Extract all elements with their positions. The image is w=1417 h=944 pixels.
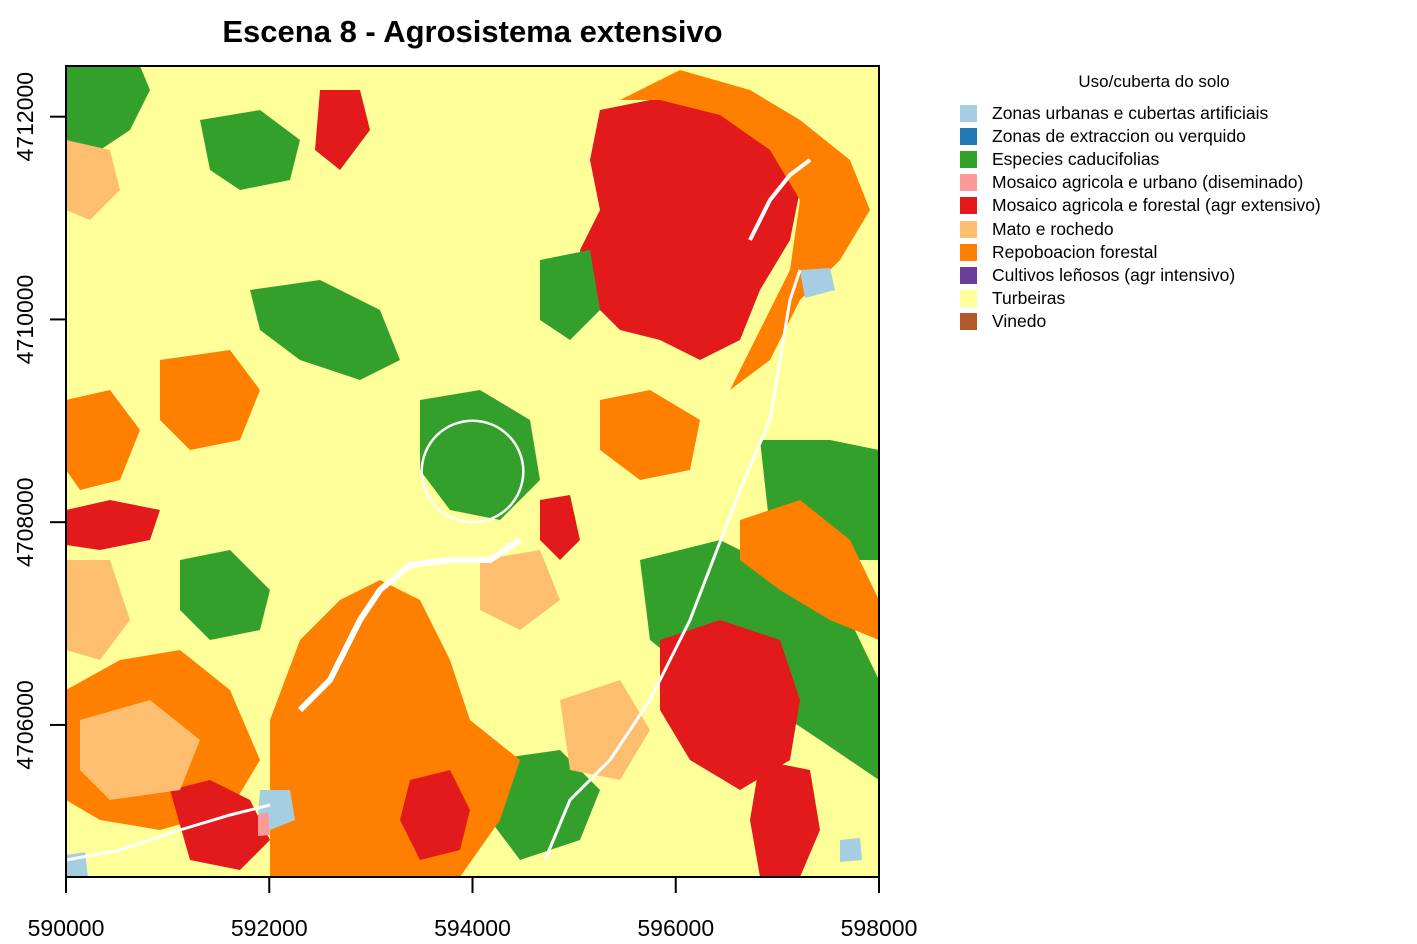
map-title: Escena 8 - Agrosistema extensivo: [222, 14, 723, 49]
legend-label: Zonas de extraccion ou verquido: [992, 125, 1246, 146]
patch-orange-se: [740, 500, 879, 640]
legend-item: Turbeiras: [960, 288, 1066, 309]
legend-label: Mosaico agricola e forestal (agr extensi…: [992, 195, 1321, 216]
legend-item: Repoboacion forestal: [960, 242, 1157, 262]
patch-tan-mid: [480, 550, 560, 630]
y-axis: 4706000 4708000 4710000 4712000: [12, 72, 67, 770]
study-area-circle: [420, 419, 525, 524]
x-axis: 590000 592000 594000 596000 598000: [28, 876, 918, 941]
legend-label: Mosaico agricola e urbano (diseminado): [992, 172, 1304, 193]
legend-swatch: [960, 266, 977, 284]
patch-green-center: [420, 390, 540, 520]
x-tick-label: 598000: [841, 915, 918, 941]
patch-green-n: [200, 110, 300, 190]
patch-red-sw: [170, 780, 270, 870]
patch-red-se2: [750, 760, 820, 877]
road-line-3: [748, 158, 812, 241]
patch-red-ne: [580, 98, 800, 360]
patch-pink-1: [258, 812, 270, 836]
x-tick-label: 596000: [637, 915, 714, 941]
legend-label: Repoboacion forestal: [992, 241, 1158, 262]
legend-swatch: [960, 220, 977, 238]
legend-item: Mosaico agricola e urbano (diseminado): [960, 172, 1304, 193]
x-tick-label: 592000: [231, 915, 308, 941]
patch-green-nw: [66, 66, 150, 150]
patch-orange-east-mid: [600, 390, 700, 480]
y-tick-label: 4712000: [12, 72, 38, 162]
road-line-4: [66, 803, 271, 862]
patch-orange-west: [66, 390, 140, 490]
patch-red-center: [540, 495, 580, 560]
patch-green-mid: [250, 280, 400, 380]
patch-green-west: [180, 550, 270, 640]
legend-swatch: [960, 127, 977, 145]
legend-label: Turbeiras: [992, 288, 1066, 309]
legend-item: Vinedo: [960, 311, 1047, 332]
legend-item: Zonas urbanas e cubertas artificiais: [960, 103, 1268, 123]
patch-orange-ne: [620, 70, 870, 390]
legend-swatch: [960, 174, 977, 192]
legend-label: Mato e rochedo: [992, 218, 1114, 239]
road-line: [297, 537, 522, 713]
patch-red-north: [315, 90, 370, 170]
legend-swatch: [960, 197, 977, 215]
patch-tan-west: [66, 140, 120, 220]
legend-label: Vinedo: [992, 311, 1047, 332]
legend-item: Zonas de extraccion ou verquido: [960, 126, 1246, 146]
patch-green-ne-edge: [540, 250, 600, 340]
legend-swatch: [960, 150, 977, 168]
legend-swatch: [960, 313, 977, 331]
patch-orange-mid: [160, 350, 260, 450]
patch-urban-2: [800, 268, 835, 298]
legend-label: Zonas urbanas e cubertas artificiais: [992, 102, 1269, 123]
legend-label: Especies caducifolias: [992, 148, 1160, 169]
patch-red-south: [400, 770, 470, 860]
legend-item: Especies caducifolias: [960, 149, 1159, 169]
legend-swatch: [960, 290, 977, 308]
legend-label: Cultivos leñosos (agr intensivo): [992, 264, 1236, 285]
patch-red-west: [66, 500, 160, 550]
patch-tan-se: [560, 680, 650, 780]
legend-item: Cultivos leñosos (agr intensivo): [960, 265, 1235, 285]
road-line-2: [543, 269, 802, 861]
x-tick-label: 590000: [28, 915, 105, 941]
legend-swatch: [960, 104, 977, 122]
legend-item: Mato e rochedo: [960, 219, 1114, 239]
legend-title: Uso/cuberta do solo: [1078, 72, 1230, 91]
land-use-raster: [66, 66, 879, 877]
y-tick-label: 4708000: [12, 477, 38, 567]
patch-red-se: [660, 620, 800, 790]
patch-green-south: [490, 750, 600, 860]
patch-urban-4: [840, 838, 862, 862]
legend-swatch: [960, 243, 977, 261]
legend-item: Mosaico agricola e forestal (agr extensi…: [960, 195, 1321, 216]
patch-tan-south: [80, 700, 200, 800]
patch-tan-sw: [66, 560, 130, 660]
x-tick-label: 594000: [434, 915, 511, 941]
y-tick-label: 4710000: [12, 275, 38, 365]
y-tick-label: 4706000: [12, 680, 38, 770]
